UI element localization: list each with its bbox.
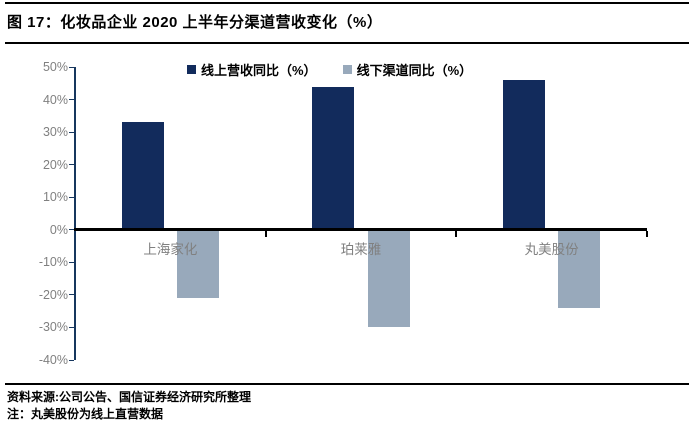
category-label: 珀莱雅 bbox=[340, 241, 382, 257]
legend-swatch-offline-icon bbox=[342, 65, 352, 74]
y-axis-tick bbox=[69, 131, 74, 133]
chart-legend: 线上营收同比（%） 线下渠道同比（%） bbox=[187, 60, 472, 79]
y-axis-tick bbox=[69, 261, 74, 263]
y-axis-tick bbox=[69, 326, 74, 328]
y-axis-tick bbox=[69, 359, 74, 361]
legend-label-online: 线上营收同比（%） bbox=[201, 63, 317, 78]
y-axis-tick-label: 50% bbox=[42, 60, 68, 74]
y-axis-line bbox=[74, 67, 76, 360]
y-axis-tick bbox=[69, 164, 74, 166]
top-rule bbox=[5, 2, 689, 4]
title-rule bbox=[5, 42, 689, 44]
footer-rule bbox=[5, 383, 689, 385]
category-boundary-tick bbox=[264, 231, 267, 238]
category-boundary-tick bbox=[455, 231, 458, 238]
legend-item-online: 线上营收同比（%） bbox=[187, 60, 317, 79]
bar-online bbox=[502, 80, 545, 230]
bar-offline bbox=[367, 229, 410, 328]
bar-online bbox=[121, 122, 164, 230]
legend-item-offline: 线下渠道同比（%） bbox=[342, 60, 473, 79]
bar-online bbox=[312, 86, 355, 230]
category-label: 上海家化 bbox=[143, 241, 198, 257]
y-axis-tick-label: -10% bbox=[38, 255, 68, 270]
y-axis-tick-label: -30% bbox=[38, 320, 68, 335]
y-axis-tick-label: -20% bbox=[38, 287, 68, 302]
category-label: 丸美股份 bbox=[524, 241, 579, 257]
category-boundary-tick bbox=[646, 231, 648, 238]
zero-axis-line bbox=[74, 228, 647, 232]
y-axis-tick bbox=[69, 294, 74, 296]
bar-offline bbox=[558, 229, 601, 308]
y-axis-tick-label: 40% bbox=[42, 92, 68, 107]
y-axis-tick-label: -40% bbox=[38, 353, 68, 367]
note-line: 注：丸美股份为线上直营数据 bbox=[7, 407, 164, 421]
bar-chart: 线上营收同比（%） 线下渠道同比（%） 50% 40% 30% 20% 10% 0% -10… bbox=[0, 48, 694, 383]
source-line: 资料来源:公司公告、国信证券经济研究所整理 bbox=[7, 390, 251, 404]
bar-offline bbox=[177, 229, 220, 299]
y-axis-tick bbox=[69, 66, 74, 68]
figure-title: 图 17：化妆品企业 2020 上半年分渠道营收变化（%） bbox=[7, 14, 383, 31]
y-axis-tick-label: 10% bbox=[42, 190, 68, 205]
y-axis-tick-label: 0% bbox=[49, 222, 68, 237]
legend-label-offline: 线下渠道同比（%） bbox=[356, 63, 473, 78]
y-axis-tick bbox=[69, 196, 74, 198]
legend-swatch-online-icon bbox=[187, 65, 196, 74]
y-axis-tick-label: 30% bbox=[42, 125, 68, 140]
y-axis-tick bbox=[69, 99, 74, 101]
y-axis-tick-label: 20% bbox=[42, 157, 68, 172]
y-axis-tick bbox=[69, 229, 74, 231]
